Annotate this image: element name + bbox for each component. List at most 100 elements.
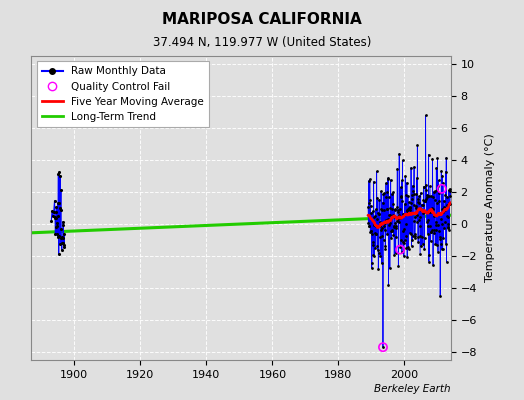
Point	[380, 227, 389, 233]
Point	[423, 219, 431, 225]
Point	[390, 206, 399, 212]
Point	[405, 205, 413, 211]
Point	[371, 213, 379, 219]
Point	[369, 239, 377, 246]
Point	[393, 204, 401, 210]
Point	[383, 206, 391, 212]
Point	[433, 186, 441, 193]
Point	[424, 151, 433, 158]
Point	[57, 187, 65, 193]
Point	[433, 183, 442, 190]
Point	[377, 227, 385, 234]
Point	[422, 194, 431, 201]
Point	[431, 218, 440, 225]
Point	[404, 192, 412, 199]
Point	[408, 192, 417, 198]
Point	[379, 191, 387, 198]
Point	[395, 218, 403, 225]
Point	[53, 200, 62, 206]
Point	[51, 231, 60, 237]
Point	[396, 184, 405, 190]
Point	[438, 206, 446, 212]
Point	[385, 212, 393, 218]
Point	[423, 192, 431, 198]
Point	[396, 206, 404, 212]
Point	[402, 207, 411, 213]
Point	[409, 233, 417, 240]
Point	[58, 247, 66, 253]
Point	[436, 292, 444, 299]
Point	[418, 210, 427, 216]
Point	[373, 216, 381, 222]
Point	[409, 188, 418, 194]
Point	[420, 246, 429, 252]
Point	[399, 210, 408, 217]
Point	[365, 177, 373, 184]
Point	[59, 242, 68, 248]
Point	[425, 223, 434, 229]
Point	[375, 210, 383, 217]
Point	[387, 227, 396, 233]
Point	[432, 222, 440, 228]
Point	[389, 232, 398, 238]
Point	[391, 250, 400, 256]
Point	[378, 207, 386, 213]
Point	[392, 222, 400, 229]
Point	[437, 168, 445, 174]
Point	[370, 230, 379, 236]
Point	[446, 188, 454, 194]
Point	[437, 241, 445, 248]
Point	[410, 231, 419, 238]
Point	[442, 168, 450, 175]
Point	[436, 216, 445, 222]
Point	[372, 231, 380, 238]
Point	[399, 228, 407, 234]
Point	[386, 205, 395, 212]
Point	[422, 196, 430, 203]
Point	[369, 178, 378, 185]
Point	[374, 249, 383, 256]
Point	[438, 172, 446, 179]
Point	[400, 211, 408, 218]
Point	[428, 227, 436, 233]
Point	[412, 175, 421, 181]
Point	[438, 186, 446, 192]
Point	[442, 241, 450, 247]
Point	[429, 194, 437, 200]
Point	[396, 246, 405, 253]
Point	[400, 201, 409, 207]
Point	[369, 252, 377, 258]
Point	[425, 252, 434, 258]
Point	[375, 196, 384, 203]
Point	[421, 198, 429, 204]
Point	[367, 210, 376, 216]
Point	[440, 207, 449, 214]
Point	[56, 173, 64, 179]
Point	[411, 203, 420, 210]
Point	[426, 183, 434, 189]
Point	[377, 188, 385, 195]
Point	[435, 198, 443, 205]
Point	[445, 200, 453, 206]
Point	[407, 243, 416, 249]
Point	[398, 249, 406, 256]
Point	[414, 217, 423, 224]
Point	[372, 206, 380, 212]
Point	[58, 235, 67, 241]
Point	[426, 209, 434, 215]
Point	[439, 246, 447, 252]
Point	[414, 199, 423, 206]
Point	[378, 232, 387, 239]
Point	[433, 242, 441, 248]
Point	[366, 176, 374, 182]
Point	[441, 192, 450, 198]
Point	[432, 227, 440, 233]
Point	[52, 215, 60, 222]
Point	[421, 112, 430, 119]
Point	[395, 214, 403, 220]
Point	[417, 206, 425, 212]
Point	[368, 242, 377, 248]
Point	[391, 220, 399, 226]
Point	[54, 171, 62, 177]
Point	[365, 222, 374, 229]
